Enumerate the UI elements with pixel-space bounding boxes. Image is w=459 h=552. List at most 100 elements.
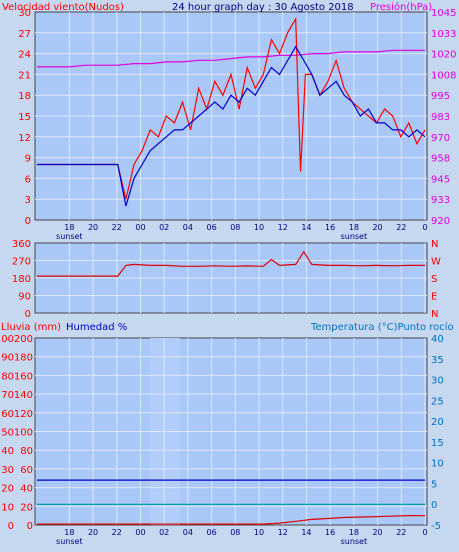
x-tick-label: 22 (112, 528, 122, 537)
rain-axis-label: Lluvia (mm) (1, 322, 61, 333)
direction-series (37, 250, 425, 277)
tick-label: 12 (18, 133, 31, 144)
tick-label: 0 (27, 521, 33, 532)
x-tick-label: 12 (278, 528, 288, 537)
rain-grid (35, 338, 427, 525)
sunset-label: sunset (341, 537, 368, 546)
time-ticks-top: 18 20 22 00 02 04 06 08 10 12 14 16 18 20 22 0 sunset sun… (56, 223, 427, 241)
direction-degree-ticks: 0 90 180 270 360 (12, 239, 31, 320)
tick-label: 0 (431, 500, 437, 511)
x-tick-label: 22 (396, 223, 406, 232)
x-tick-label: 04 (183, 223, 193, 232)
tick-label: 80 (20, 446, 33, 457)
x-tick-label: 20 (88, 528, 98, 537)
tick-label: 30 (18, 8, 31, 19)
humidity-axis-label: Humedad % (66, 322, 127, 333)
tick-label: 0 (25, 309, 31, 320)
x-tick-label: 20 (88, 223, 98, 232)
sunset-label: sunset (56, 232, 83, 241)
time-ticks-bottom: 18 20 22 00 02 04 06 08 10 12 14 16 18 20 22 0 sunset sun… (56, 528, 427, 546)
tick-label: 10 (1, 502, 14, 513)
tick-label: 30 (431, 376, 444, 387)
tick-label: 0 (8, 521, 14, 532)
tick-label: E (431, 292, 437, 303)
x-tick-label: 18 (64, 223, 74, 232)
tick-label: 100 (0, 334, 14, 345)
x-tick-label: 22 (112, 223, 122, 232)
x-tick-label: 22 (396, 528, 406, 537)
temperature-axis-label: Temperatura (°C)Punto rocío (310, 321, 454, 333)
tick-label: 180 (14, 353, 33, 364)
x-tick-label: 18 (349, 528, 359, 537)
tick-label: -5 (431, 521, 441, 532)
tick-label: 70 (1, 390, 14, 401)
x-tick-label: 02 (159, 223, 169, 232)
x-tick-label: 04 (183, 528, 193, 537)
series-line (37, 49, 425, 68)
series-line (37, 16, 426, 200)
tick-label: 1008 (431, 70, 456, 81)
x-tick-label: 14 (301, 528, 311, 537)
pressure-ticks: 920 933 945 958 970 983 995 1008 1020 1033 1045 (431, 8, 456, 227)
rain-ticks: 0 10 20 30 40 50 60 70 80 90 100 (0, 334, 14, 532)
tick-label: 9 (25, 154, 31, 165)
x-tick-label: 16 (325, 223, 335, 232)
tick-label: 5 (431, 479, 437, 490)
x-tick-label: 08 (230, 528, 240, 537)
tick-label: 18 (18, 91, 31, 102)
tick-label: N (431, 239, 438, 250)
tick-label: 40 (20, 484, 33, 495)
tick-label: 983 (431, 112, 450, 123)
wind-series (37, 16, 426, 207)
tick-label: 270 (12, 257, 31, 268)
tick-label: 60 (1, 409, 14, 420)
x-tick-label: 16 (325, 528, 335, 537)
x-tick-label: 14 (301, 223, 311, 232)
tick-label: 40 (431, 334, 444, 345)
tick-label: 40 (1, 446, 14, 457)
tick-label: 15 (18, 112, 31, 123)
rain-temp-panel: Lluvia (mm) Humedad % Temperatura (°C)Pu… (0, 321, 454, 546)
wind-ticks: 0 3 6 9 12 15 18 21 24 27 30 (18, 8, 31, 227)
x-tick-label: 06 (207, 223, 217, 232)
rain-series (37, 479, 425, 525)
x-tick-label: 20 (372, 223, 382, 232)
series-line (37, 250, 425, 277)
tick-label: 10 (431, 459, 444, 470)
direction-grid (35, 243, 427, 313)
wind-pressure-panel: Velocidad viento(Nudos) 24 hour graph da… (2, 1, 456, 241)
tick-label: 20 (20, 502, 33, 513)
tick-label: 21 (18, 70, 31, 81)
tick-label: 30 (1, 465, 14, 476)
tick-label: 140 (14, 390, 33, 401)
x-tick-label: 02 (159, 528, 169, 537)
tick-label: 25 (431, 396, 444, 407)
tick-label: 995 (431, 91, 450, 102)
tick-label: N (431, 309, 438, 320)
tick-label: 200 (14, 334, 33, 345)
wind-axis-label: Velocidad viento(Nudos) (2, 2, 124, 13)
tick-label: 80 (1, 371, 14, 382)
tick-label: 970 (431, 133, 450, 144)
x-tick-label: 10 (254, 223, 264, 232)
tick-label: 920 (431, 216, 450, 227)
tick-label: 360 (12, 239, 31, 250)
tick-label: 90 (18, 292, 31, 303)
tick-label: 60 (20, 465, 33, 476)
tick-label: W (431, 257, 441, 268)
tick-label: 20 (1, 484, 14, 495)
x-tick-label: 20 (372, 528, 382, 537)
series-line (37, 514, 425, 525)
tick-label: 35 (431, 355, 444, 366)
x-tick-label: 10 (254, 528, 264, 537)
x-tick-label: 0 (422, 223, 427, 232)
x-tick-label: 0 (422, 528, 427, 537)
tick-label: 1033 (431, 29, 456, 40)
tick-label: 90 (1, 353, 14, 364)
tick-label: 933 (431, 195, 450, 206)
temperature-ticks: -5 0 5 10 15 20 25 30 35 40 (431, 334, 444, 532)
tick-label: S (431, 274, 437, 285)
